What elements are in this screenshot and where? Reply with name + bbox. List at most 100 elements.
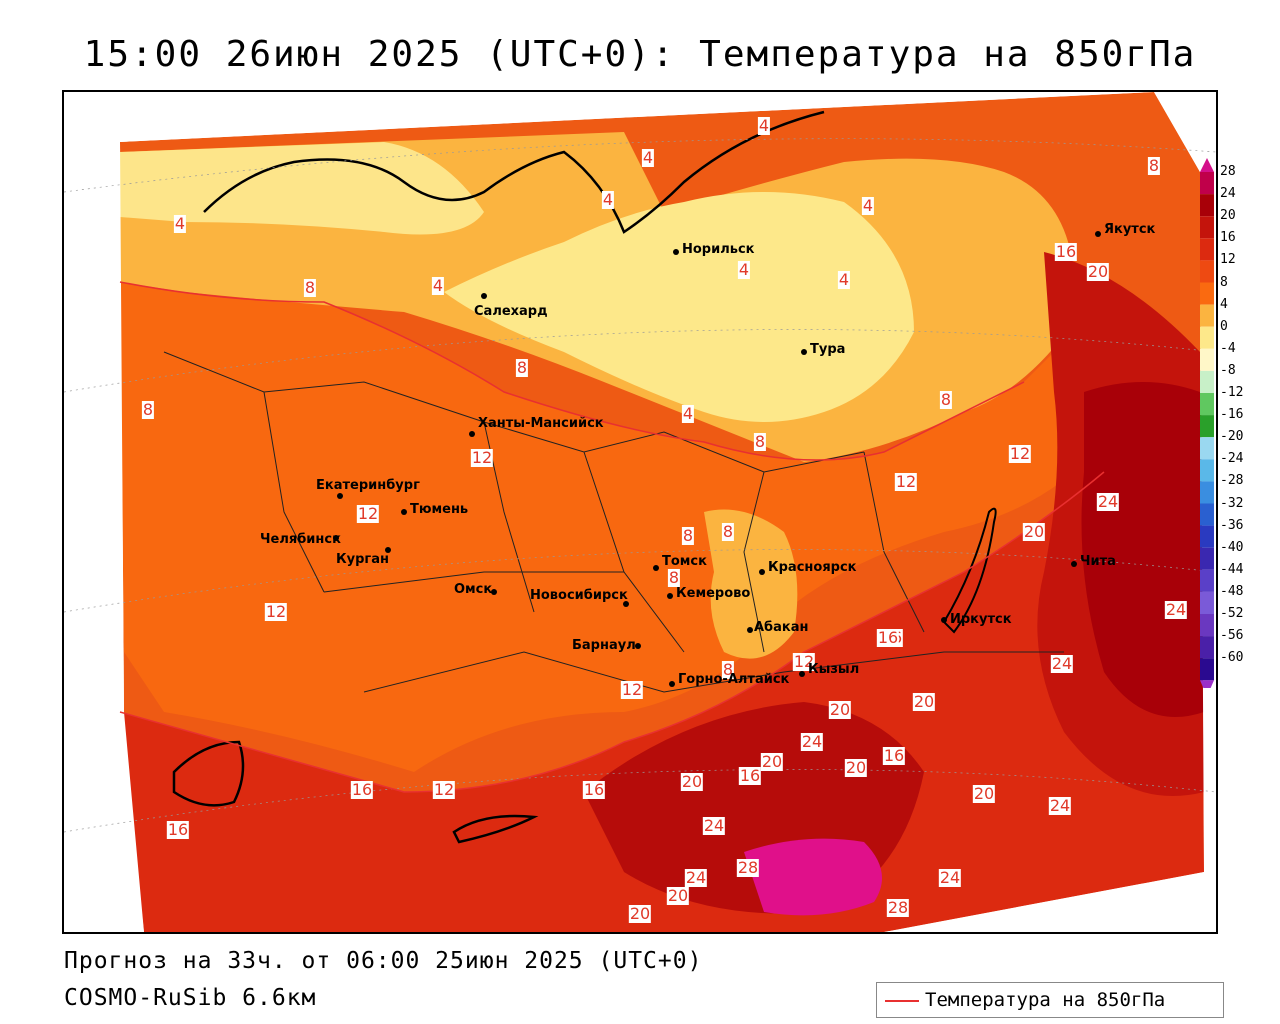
map-title: 15:00 26июн 2025 (UTC+0): Температура на… <box>83 34 1197 75</box>
colorbar-tick-label: -12 <box>1220 385 1244 400</box>
isotherm-label: 8 <box>753 432 767 451</box>
isotherm-label: 24 <box>684 868 708 887</box>
isotherm-label: 24 <box>1050 654 1074 673</box>
colorbar-swatch <box>1200 415 1214 438</box>
city-marker <box>623 601 629 607</box>
colorbar-swatches <box>1200 158 1214 688</box>
colorbar-tick-label: -28 <box>1220 473 1244 489</box>
colorbar-tick-label: -40 <box>1220 539 1244 555</box>
isotherm-label: 12 <box>1008 444 1032 463</box>
colorbar-swatch <box>1200 503 1214 526</box>
isotherm-label: 16 <box>738 766 762 785</box>
city-label-kurgan: Курган <box>336 552 389 567</box>
isotherm-label: 16 <box>882 746 906 765</box>
city-label-novosibirsk: Новосибирск <box>530 588 628 603</box>
zone-24-plus <box>1081 382 1204 717</box>
isotherm-label: 20 <box>828 700 852 719</box>
isotherm-label: 24 <box>1096 492 1120 511</box>
isotherm-label: 8 <box>1147 156 1161 175</box>
isotherm-label: 24 <box>1048 796 1072 815</box>
domain-mask-left <box>64 92 144 932</box>
isotherm-label: 16 <box>350 780 374 799</box>
isotherm-label: 20 <box>972 784 996 803</box>
legend: Температура на 850гПа <box>876 982 1224 1018</box>
isotherm-label: 8 <box>667 568 681 587</box>
isotherm-label: 8 <box>939 390 953 409</box>
city-label-norilsk: Норильск <box>682 242 755 257</box>
isotherm-label: 12 <box>894 472 918 491</box>
city-marker <box>669 681 675 687</box>
city-marker <box>635 643 641 649</box>
isotherm-label: 28 <box>886 898 910 917</box>
colorbar-swatch <box>1200 282 1214 305</box>
colorbar-swatch <box>1200 238 1214 261</box>
colorbar-tick-label: -32 <box>1220 495 1244 511</box>
colorbar-swatch <box>1200 260 1214 283</box>
zone-0-4-central <box>444 192 914 422</box>
city-marker <box>1071 561 1077 567</box>
isotherm-label: 16 <box>876 628 900 647</box>
isotherm-label: 20 <box>680 772 704 791</box>
colorbar-tick-label: -56 <box>1220 628 1244 644</box>
city-marker <box>801 349 807 355</box>
zone-16-20-south <box>120 392 1204 932</box>
colorbar-swatch <box>1200 591 1214 614</box>
legend-label: Температура на 850гПа <box>925 989 1166 1011</box>
isotherm-label: 4 <box>737 260 751 279</box>
colorbar-swatch <box>1200 216 1214 239</box>
isotherm-label: 24 <box>800 732 824 751</box>
colorbar-tick-label: -16 <box>1220 407 1244 423</box>
forecast-info: Прогноз на 33ч. от 06:00 25июн 2025 (UTC… <box>64 948 703 974</box>
admin-borders <box>163 351 1064 693</box>
city-marker <box>1095 231 1101 237</box>
isotherm-label: 12 <box>620 680 644 699</box>
colorbar-tick-label: -36 <box>1220 517 1244 533</box>
isotherm-label: 8 <box>515 358 529 377</box>
isotherm-label: 8 <box>303 278 317 297</box>
isotherm-label: 16 <box>166 820 190 839</box>
colorbar-tick-label: -8 <box>1220 362 1236 378</box>
isotherm-label: 12 <box>470 448 494 467</box>
isotherm-label: 12 <box>792 652 816 671</box>
colorbar-swatch <box>1200 393 1214 416</box>
colorbar-swatch <box>1200 459 1214 482</box>
isotherm-label: 4 <box>173 214 187 233</box>
colorbar-tick-label: 16 <box>1220 230 1236 246</box>
isotherm-label: 12 <box>356 504 380 523</box>
domain-mask-top <box>64 92 1154 142</box>
colorbar-tick-label: 28 <box>1220 164 1236 179</box>
colorbar-bottom-arrow <box>1200 680 1214 688</box>
isotherm-label: 4 <box>757 116 771 135</box>
colorbar-tick-label: 0 <box>1220 318 1228 334</box>
colorbar-tick-label: -60 <box>1220 650 1244 666</box>
colorbar-tick-label: 12 <box>1220 252 1236 268</box>
zone-0-4-west <box>120 142 484 235</box>
city-label-omsk: Омск <box>454 582 493 597</box>
city-marker <box>667 593 673 599</box>
isotherm-label: 4 <box>601 190 615 209</box>
caspian-coast <box>172 740 245 807</box>
colorbar-tick-label: -44 <box>1220 561 1244 577</box>
balkhash-coast <box>452 814 539 844</box>
zone-8-12 <box>120 282 1104 772</box>
city-label-chita: Чита <box>1080 554 1116 569</box>
city-label-gorno-altaysk: Горно-Алтайск <box>678 672 790 687</box>
isotherm-label: 8 <box>721 660 735 679</box>
city-marker <box>653 565 659 571</box>
isotherm-label: 20 <box>628 904 652 923</box>
isotherm-label: 16 <box>1054 242 1078 261</box>
colorbar-tick-label: -24 <box>1220 451 1244 467</box>
city-marker <box>759 569 765 575</box>
isotherm-label: 20 <box>912 692 936 711</box>
isotherm-label: 4 <box>641 148 655 167</box>
isotherm-label: 12 <box>264 602 288 621</box>
colorbar-tick-label: -48 <box>1220 583 1244 599</box>
colorbar-swatch <box>1200 547 1214 570</box>
city-label-chelyabinsk: Челябинск <box>260 532 341 547</box>
city-label-barnaul: Барнаул <box>572 638 636 653</box>
colorbar-swatch <box>1200 614 1214 637</box>
city-label-salekhard: Салехард <box>474 304 548 319</box>
map-canvas <box>64 92 1216 932</box>
colorbar-swatch <box>1200 569 1214 592</box>
city-marker <box>481 293 487 299</box>
